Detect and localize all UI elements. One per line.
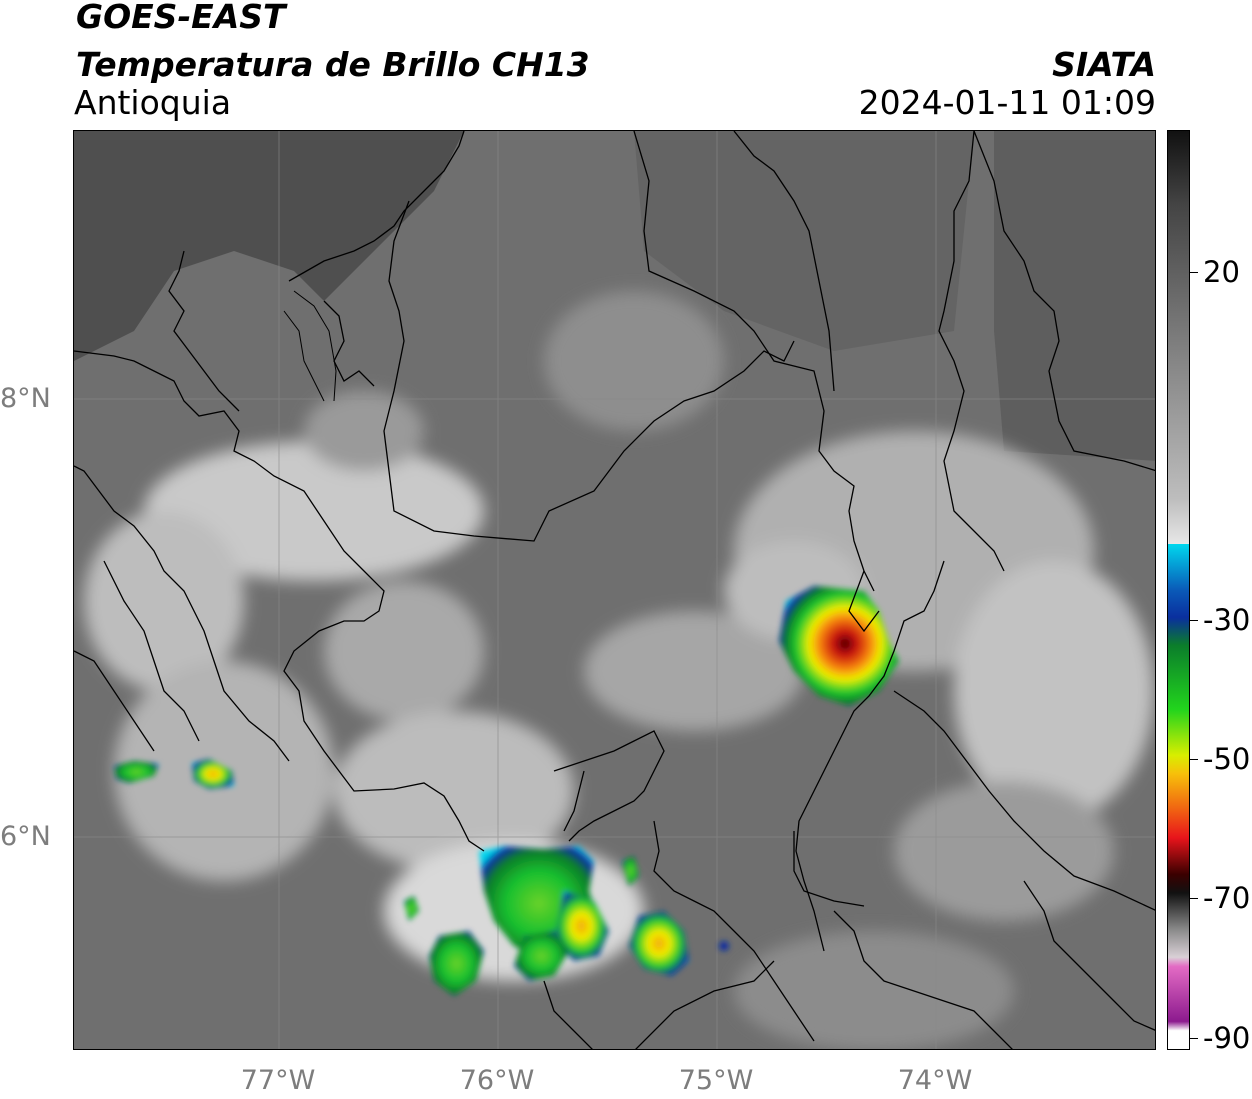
region-subtitle: Antioquia <box>74 83 232 122</box>
colorbar-label-minus30: -30 <box>1203 603 1251 637</box>
colorbar-label-minus90: -90 <box>1203 1021 1251 1055</box>
storm-cell-small-2 <box>622 856 639 886</box>
storm-cell-east <box>779 586 899 706</box>
colorbar <box>1167 130 1190 1050</box>
colorbar-label-minus70: -70 <box>1203 881 1251 915</box>
lon-label-76: 76°W <box>459 1065 535 1096</box>
coastline <box>283 290 337 402</box>
graticule <box>74 131 1155 1049</box>
lat-label-8: 8°N <box>0 383 51 414</box>
northeast-dark <box>994 131 1155 461</box>
product-title: Temperatura de Brillo CH13 <box>76 45 590 84</box>
satellite-map[interactable] <box>73 130 1156 1050</box>
colorbar-tick <box>1190 620 1198 621</box>
lon-label-77: 77°W <box>240 1065 316 1096</box>
storm-cell-southwest <box>429 931 484 996</box>
storm-cell-southeast <box>629 911 689 976</box>
storm-cell-south-2 <box>514 931 569 981</box>
colorbar-label-20: 20 <box>1203 255 1240 289</box>
colorbar-tick <box>1190 272 1198 273</box>
lon-label-74: 74°W <box>897 1065 973 1096</box>
storm-cell-west-2 <box>192 759 234 789</box>
storm-cell-small-1 <box>404 896 419 921</box>
storm-cell-small-3 <box>719 941 729 951</box>
storm-cell-south-yellow <box>554 891 609 961</box>
cloud-layer <box>84 291 1154 1049</box>
lat-label-6: 6°N <box>0 821 51 852</box>
organization-label: SIATA <box>1052 45 1156 84</box>
satellite-title: GOES-EAST <box>76 0 286 36</box>
colorbar-tick <box>1190 759 1198 760</box>
colorbar-label-minus50: -50 <box>1203 742 1251 776</box>
boundaries <box>74 131 1155 1049</box>
colorbar-tick <box>1190 898 1198 899</box>
lon-label-75: 75°W <box>678 1065 754 1096</box>
storm-cell-west-1 <box>114 761 159 783</box>
colorbar-tick <box>1190 1038 1198 1039</box>
north-dark <box>634 131 974 351</box>
caribbean-sea <box>74 131 464 361</box>
datetime-label: 2024-01-11 01:09 <box>858 83 1156 122</box>
